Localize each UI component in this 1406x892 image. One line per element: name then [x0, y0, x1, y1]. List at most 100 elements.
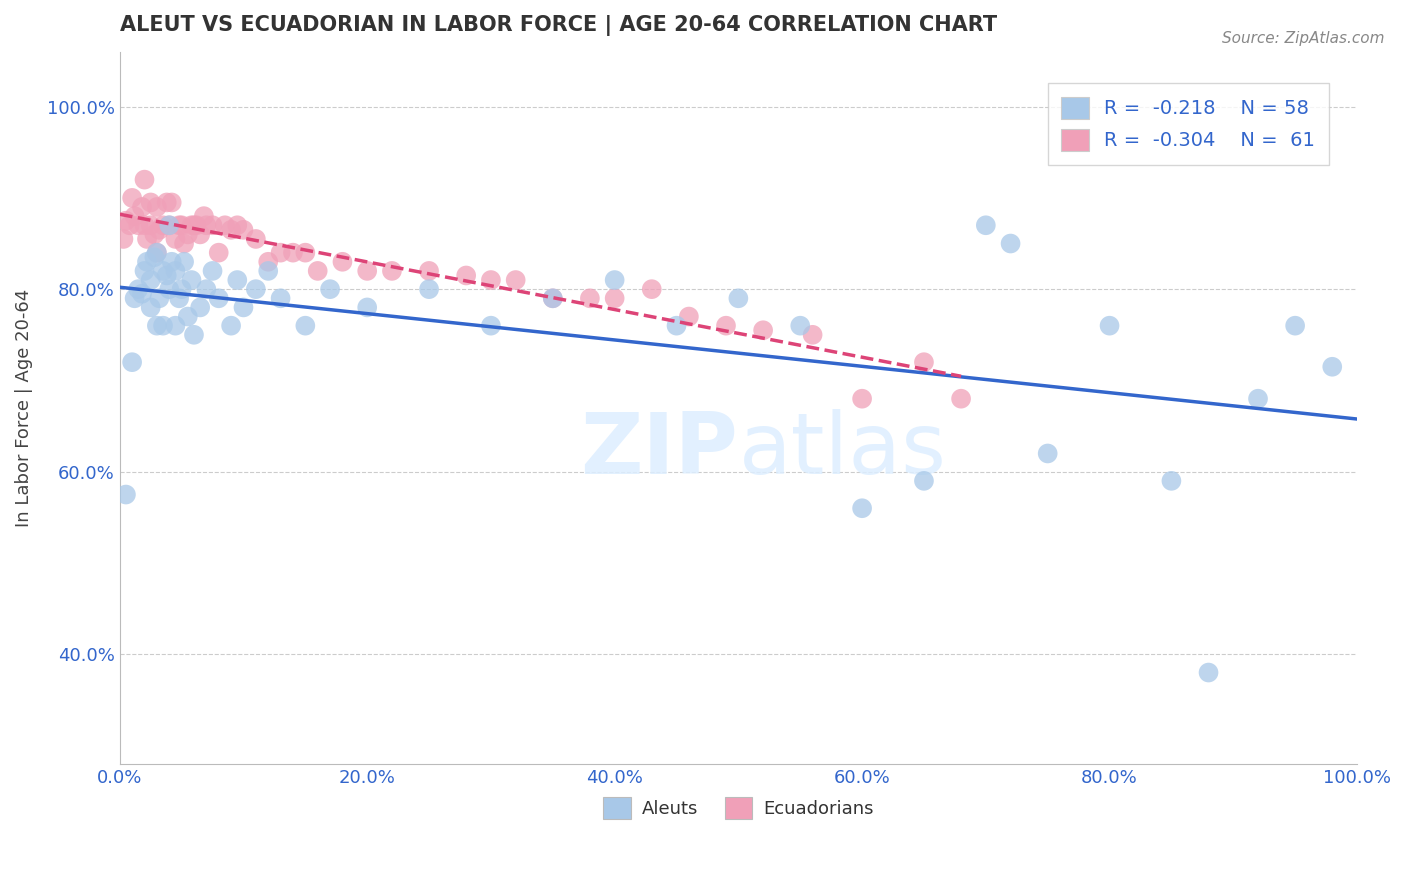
Point — [127, 282, 149, 296]
Point — [121, 355, 143, 369]
Point — [912, 474, 935, 488]
Point — [173, 254, 195, 268]
Legend: Aleuts, Ecuadorians: Aleuts, Ecuadorians — [596, 789, 880, 826]
Point — [294, 245, 316, 260]
Point — [127, 219, 149, 233]
Point — [801, 327, 824, 342]
Point — [148, 223, 170, 237]
Point — [195, 219, 218, 233]
Point — [121, 191, 143, 205]
Text: atlas: atlas — [738, 409, 946, 492]
Point — [156, 195, 179, 210]
Point — [232, 301, 254, 315]
Point — [165, 264, 187, 278]
Point — [139, 219, 162, 233]
Point — [139, 273, 162, 287]
Point — [789, 318, 811, 333]
Point — [143, 227, 166, 242]
Point — [136, 232, 159, 246]
Point — [131, 286, 153, 301]
Point — [245, 232, 267, 246]
Point — [152, 264, 174, 278]
Point — [208, 245, 231, 260]
Point — [1322, 359, 1344, 374]
Point — [115, 487, 138, 501]
Point — [208, 291, 231, 305]
Text: ALEUT VS ECUADORIAN IN LABOR FORCE | AGE 20-64 CORRELATION CHART: ALEUT VS ECUADORIAN IN LABOR FORCE | AGE… — [120, 15, 997, 36]
Point — [1247, 392, 1270, 406]
Point — [245, 282, 267, 296]
Point — [146, 245, 169, 260]
Point — [257, 254, 280, 268]
Point — [418, 282, 440, 296]
Y-axis label: In Labor Force | Age 20-64: In Labor Force | Age 20-64 — [15, 289, 32, 527]
Point — [157, 219, 180, 233]
Point — [180, 219, 202, 233]
Point — [195, 282, 218, 296]
Point — [1160, 474, 1182, 488]
Point — [1198, 665, 1220, 680]
Point — [456, 268, 478, 283]
Point — [201, 264, 224, 278]
Point — [307, 264, 329, 278]
Point — [160, 195, 183, 210]
Point — [157, 219, 180, 233]
Point — [152, 219, 174, 233]
Point — [167, 219, 190, 233]
Point — [1284, 318, 1306, 333]
Point — [165, 318, 187, 333]
Point — [356, 301, 378, 315]
Point — [418, 264, 440, 278]
Point — [112, 232, 135, 246]
Point — [579, 291, 602, 305]
Point — [173, 236, 195, 251]
Point — [332, 254, 354, 268]
Point — [160, 254, 183, 268]
Point — [1000, 236, 1022, 251]
Point — [188, 227, 211, 242]
Point — [319, 282, 342, 296]
Point — [603, 273, 626, 287]
Point — [146, 245, 169, 260]
Point — [950, 392, 973, 406]
Point — [201, 219, 224, 233]
Point — [541, 291, 564, 305]
Point — [505, 273, 527, 287]
Point — [641, 282, 664, 296]
Point — [134, 219, 156, 233]
Point — [226, 273, 249, 287]
Point — [294, 318, 316, 333]
Point — [851, 501, 873, 516]
Point — [165, 232, 187, 246]
Point — [193, 209, 215, 223]
Point — [152, 318, 174, 333]
Point — [139, 301, 162, 315]
Point — [124, 209, 146, 223]
Point — [214, 219, 236, 233]
Point — [912, 355, 935, 369]
Point — [124, 291, 146, 305]
Point — [219, 223, 242, 237]
Point — [1098, 318, 1121, 333]
Point — [974, 219, 997, 233]
Point — [752, 323, 775, 337]
Point — [270, 291, 292, 305]
Point — [232, 223, 254, 237]
Point — [714, 318, 737, 333]
Point — [356, 264, 378, 278]
Point — [541, 291, 564, 305]
Point — [270, 245, 292, 260]
Point — [167, 291, 190, 305]
Point — [183, 219, 205, 233]
Point — [118, 219, 141, 233]
Point — [381, 264, 404, 278]
Point — [183, 327, 205, 342]
Point — [727, 291, 749, 305]
Point — [180, 273, 202, 287]
Point — [146, 318, 169, 333]
Point — [281, 245, 304, 260]
Point — [148, 291, 170, 305]
Point — [134, 172, 156, 186]
Point — [678, 310, 700, 324]
Point — [177, 310, 200, 324]
